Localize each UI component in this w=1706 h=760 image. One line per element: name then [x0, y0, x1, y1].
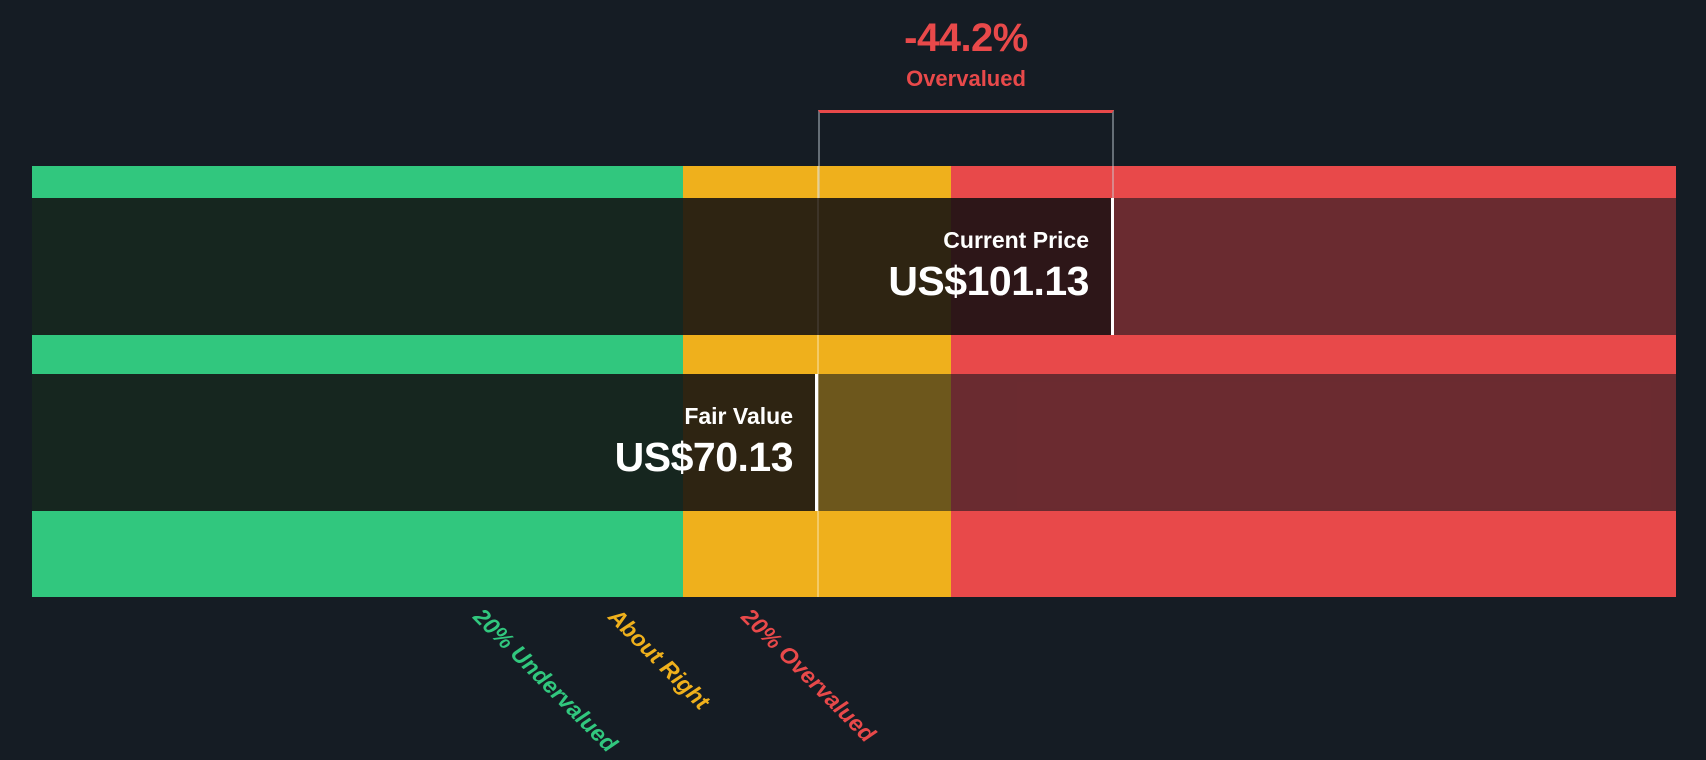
bar-fair-value-label: Fair Value: [684, 403, 793, 430]
bar-current-price-label: Current Price: [943, 227, 1089, 254]
plot-area: Current Price US$101.13 Fair Value US$70…: [32, 166, 1676, 597]
valuation-percent: -44.2%: [904, 16, 1028, 60]
bar-fair-value[interactable]: Fair Value US$70.13: [32, 374, 818, 511]
gridline-about-right: [817, 166, 819, 597]
headline-group: -44.2% Overvalued: [904, 18, 1028, 90]
bar-current-price-value: US$101.13: [888, 257, 1089, 304]
bar-fair-value-value: US$70.13: [614, 433, 794, 480]
valuation-status: Overvalued: [906, 66, 1026, 91]
axis-label-undervalued: 20% Undervalued: [468, 603, 623, 757]
axis-label-overvalued: 20% Overvalued: [736, 603, 881, 748]
bar-current-price[interactable]: Current Price US$101.13: [32, 198, 1114, 335]
axis-label-about-right: About Right: [603, 603, 716, 715]
